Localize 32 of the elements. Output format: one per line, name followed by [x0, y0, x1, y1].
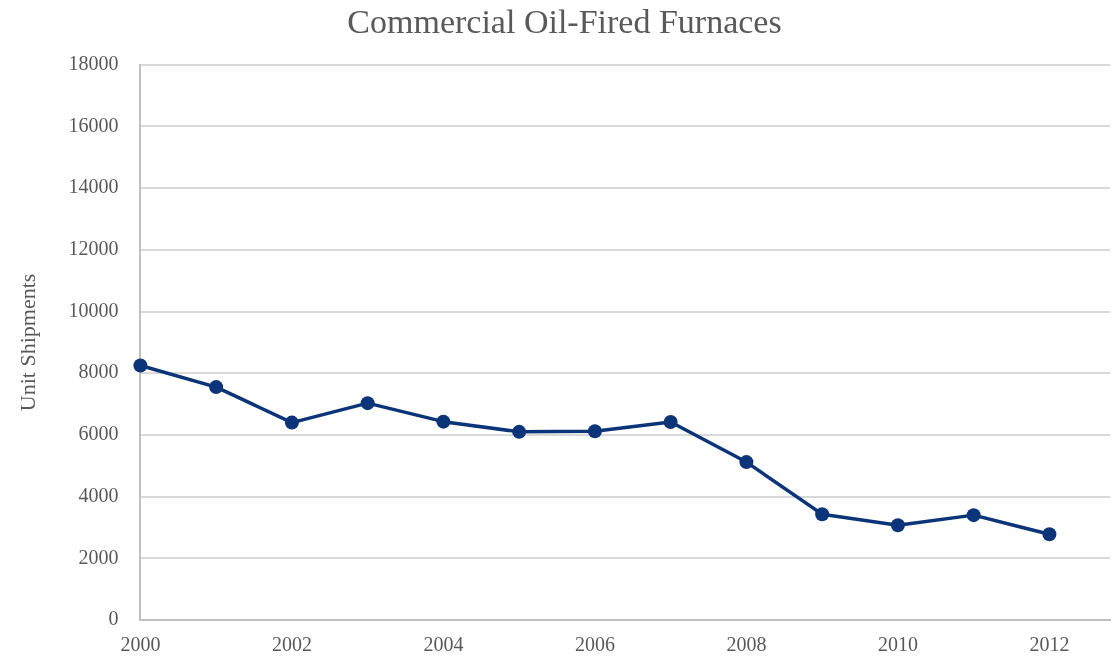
y-tick-label: 16000 [68, 113, 119, 136]
point [663, 414, 678, 429]
x-tick-label: 2008 [726, 633, 767, 656]
y-tick-label: 4000 [78, 483, 119, 506]
y-tick-label: 6000 [78, 422, 119, 445]
x-tick-label: 2000 [120, 633, 161, 656]
chart-title: Commercial Oil-Fired Furnaces [347, 3, 782, 41]
x-tick-label: 2004 [423, 633, 464, 656]
point [739, 455, 754, 470]
point [133, 358, 148, 373]
y-tick-label: 18000 [68, 52, 119, 75]
point [1042, 527, 1057, 542]
point [815, 507, 830, 522]
x-tick-label: 2002 [271, 633, 312, 656]
point [284, 415, 299, 430]
y-tick-label: 10000 [68, 298, 119, 321]
x-tick-label: 2010 [877, 633, 918, 656]
point [209, 380, 224, 395]
y-tick-label: 12000 [68, 237, 119, 260]
y-tick-label: 0 [108, 607, 119, 630]
y-axis-title: Unit Shipments [14, 273, 40, 412]
y-tick-label: 8000 [78, 360, 119, 383]
point [966, 508, 981, 523]
point [587, 424, 602, 439]
x-tick-label: 2006 [574, 633, 615, 656]
x-tick-label: 2012 [1029, 633, 1070, 656]
point [436, 414, 451, 429]
point [512, 424, 527, 439]
point [360, 396, 375, 411]
y-tick-label: 14000 [68, 175, 119, 198]
point [890, 518, 905, 533]
y-tick-label: 2000 [78, 545, 119, 568]
